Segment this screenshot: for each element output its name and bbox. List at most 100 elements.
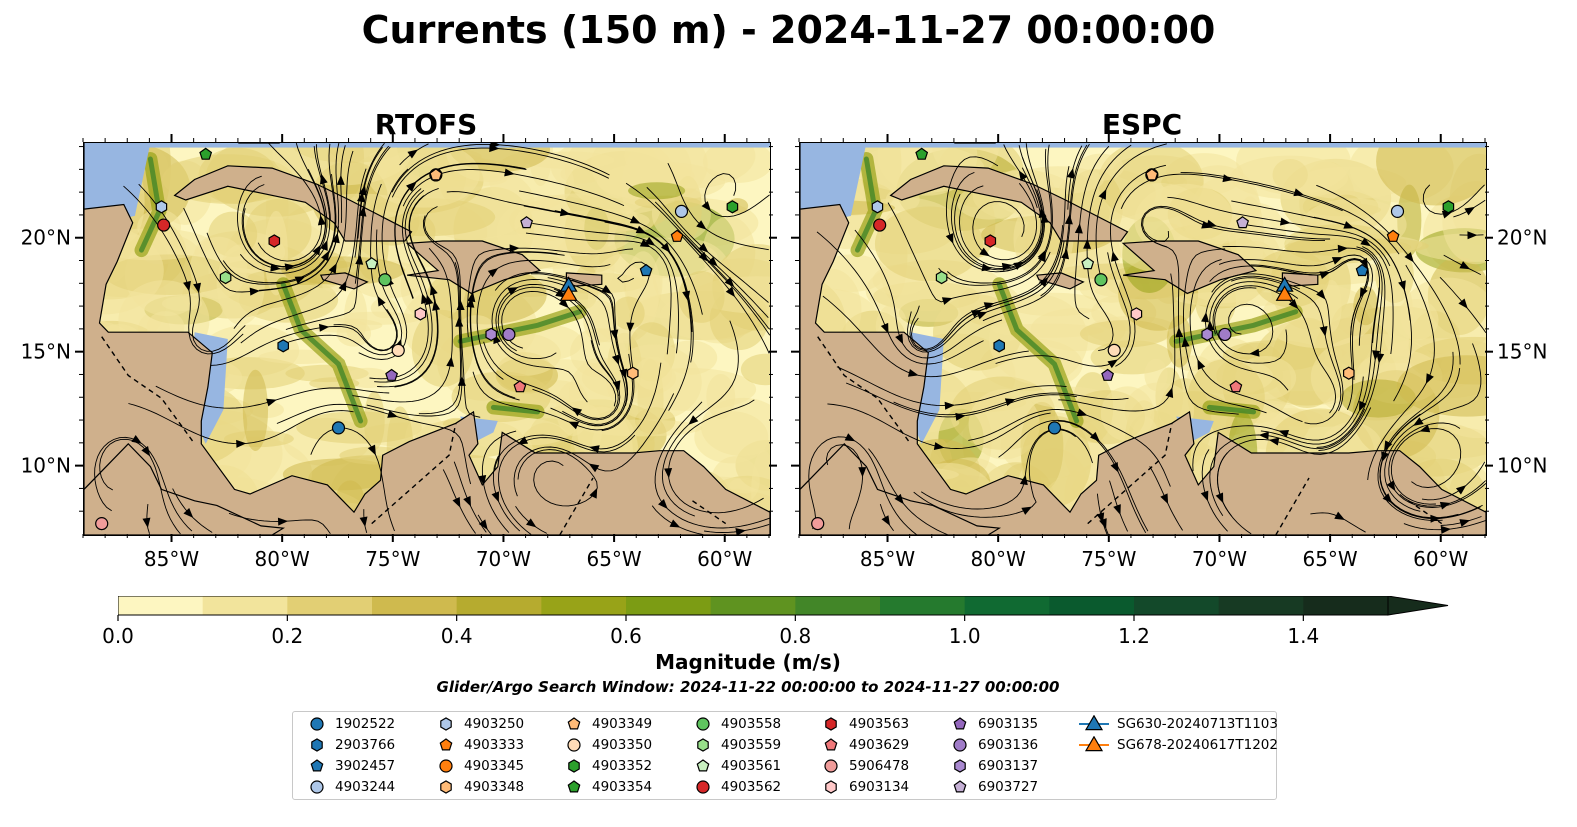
legend-circle-icon xyxy=(310,717,324,731)
legend-label: 1902522 xyxy=(335,716,396,732)
float-4903559[interactable] xyxy=(219,270,232,285)
legend-marker[interactable] xyxy=(440,717,452,731)
legend-marker[interactable] xyxy=(953,738,967,752)
legend-marker[interactable] xyxy=(567,738,581,752)
legend-marker[interactable] xyxy=(696,717,710,731)
colorbar-tick-label: 1.4 xyxy=(1287,624,1319,648)
float-4903562[interactable] xyxy=(157,218,171,232)
float-4903629[interactable] xyxy=(1229,380,1243,393)
legend-marker[interactable] xyxy=(567,717,581,730)
float-6903134[interactable] xyxy=(1130,307,1143,321)
float-2903766[interactable] xyxy=(277,339,289,353)
colorbar-segment xyxy=(626,596,712,615)
float-5906478[interactable] xyxy=(95,517,109,531)
float-4903348[interactable] xyxy=(1342,366,1355,380)
float-4903350[interactable] xyxy=(391,343,405,357)
legend-marker[interactable] xyxy=(310,780,324,794)
float-4903354[interactable] xyxy=(915,147,929,160)
legend-marker[interactable] xyxy=(310,717,324,731)
legend-hexagon-icon xyxy=(311,738,323,752)
float-4903333[interactable] xyxy=(1386,229,1400,242)
float-4903563[interactable] xyxy=(984,234,997,248)
float-6903727[interactable] xyxy=(520,216,534,229)
float-6903727[interactable] xyxy=(1236,216,1250,229)
float-4903244[interactable] xyxy=(674,204,689,218)
float-6903136[interactable] xyxy=(502,327,516,342)
legend-marker[interactable] xyxy=(824,759,838,773)
float-4903562[interactable] xyxy=(873,218,887,232)
float-4903352[interactable] xyxy=(726,200,739,214)
legend-label: 4903562 xyxy=(721,779,782,795)
float-4903348[interactable] xyxy=(626,366,639,380)
legend-marker[interactable] xyxy=(825,780,837,794)
legend-marker[interactable] xyxy=(439,759,453,773)
espc-map[interactable] xyxy=(799,142,1487,536)
colorbar-segment xyxy=(541,596,627,615)
legend-marker[interactable] xyxy=(953,717,967,730)
float-4903558[interactable] xyxy=(378,273,392,287)
colorbar-tick-label: 0.6 xyxy=(610,624,642,648)
legend-item: 4903345 xyxy=(436,756,524,776)
float-5906478[interactable] xyxy=(811,517,825,531)
legend-item: 4903558 xyxy=(693,714,781,734)
float-4903350[interactable] xyxy=(1107,343,1121,357)
legend-label: 4903559 xyxy=(721,737,782,753)
rtofs-map[interactable] xyxy=(83,142,771,536)
float-markers xyxy=(95,147,739,531)
legend-item: 5906478 xyxy=(821,756,909,776)
legend-marker[interactable] xyxy=(439,738,453,751)
legend-marker[interactable] xyxy=(953,780,967,793)
float-6903135[interactable] xyxy=(385,368,399,381)
legend-marker[interactable] xyxy=(440,780,452,794)
legend-item: 4903559 xyxy=(693,735,781,755)
float-4903354[interactable] xyxy=(199,147,213,160)
legend-marker[interactable] xyxy=(311,738,323,752)
legend-marker[interactable] xyxy=(696,759,710,772)
float-6903135[interactable] xyxy=(1101,368,1115,381)
legend-marker[interactable] xyxy=(825,717,837,731)
legend-marker[interactable] xyxy=(954,759,966,773)
float-6903134[interactable] xyxy=(414,307,427,321)
lon-tick-label: 75°W xyxy=(365,547,420,571)
float-4903629[interactable] xyxy=(513,380,527,393)
float-6903137[interactable] xyxy=(1201,327,1213,342)
float-4903352[interactable] xyxy=(1442,200,1455,214)
float-2903766[interactable] xyxy=(993,339,1005,353)
float-4903244[interactable] xyxy=(1390,204,1405,218)
legend-item: 1902522 xyxy=(307,714,395,734)
float-4903561[interactable] xyxy=(1081,257,1095,270)
legend-marker[interactable] xyxy=(310,759,324,772)
float-6903136[interactable] xyxy=(1218,327,1232,342)
float-4903563[interactable] xyxy=(268,234,281,248)
float-1902522[interactable] xyxy=(331,421,346,435)
float-4903250[interactable] xyxy=(155,200,168,214)
legend-marker[interactable] xyxy=(824,738,838,751)
lat-tick-label: 10°N xyxy=(21,454,71,478)
legend-marker[interactable] xyxy=(568,759,580,773)
float-3902457[interactable] xyxy=(1355,263,1369,277)
legend-marker[interactable] xyxy=(567,780,581,793)
float-SG678-20240617T1202[interactable] xyxy=(1275,285,1294,301)
legend-label: 4903250 xyxy=(464,716,525,732)
legend-marker[interactable] xyxy=(1084,715,1104,731)
float-4903559[interactable] xyxy=(935,270,948,285)
float-4903558[interactable] xyxy=(1094,273,1108,287)
legend-marker[interactable] xyxy=(697,738,709,752)
float-4903349[interactable] xyxy=(1145,168,1159,181)
legend-marker[interactable] xyxy=(1084,736,1104,752)
float-4903250[interactable] xyxy=(871,200,884,214)
legend-circle-icon xyxy=(439,759,453,773)
float-4903561[interactable] xyxy=(365,257,379,270)
float-SG678-20240617T1202[interactable] xyxy=(559,285,578,301)
legend: 1902522 2903766 3902457 4903244 4903250 49033… xyxy=(292,711,1278,800)
float-1902522[interactable] xyxy=(1047,421,1062,435)
colorbar-tick-label: 0.2 xyxy=(271,624,303,648)
colorbar-segment xyxy=(202,596,288,615)
float-3902457[interactable] xyxy=(639,263,653,277)
float-6903137[interactable] xyxy=(485,327,497,342)
float-4903333[interactable] xyxy=(670,229,684,242)
legend-marker[interactable] xyxy=(696,780,710,794)
float-4903349[interactable] xyxy=(429,168,443,181)
legend-circle-icon xyxy=(696,780,710,794)
